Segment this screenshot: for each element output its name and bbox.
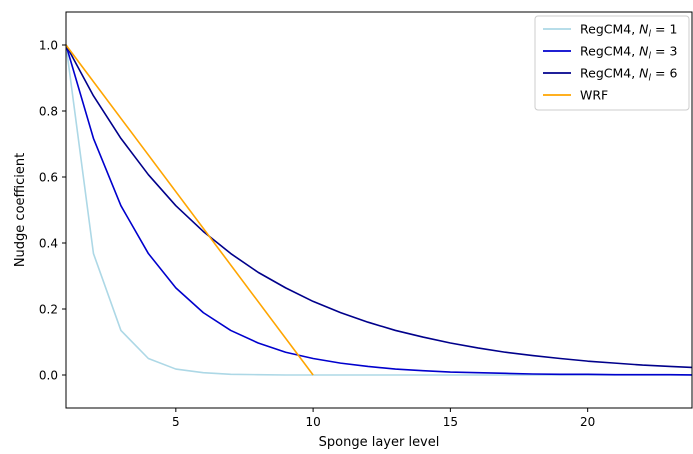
x-axis-label: Sponge layer level — [319, 435, 440, 450]
series-line-3 — [66, 44, 692, 369]
x-tick-label: 15 — [443, 415, 458, 429]
y-axis-ticks: 0.0 0.2 0.4 0.6 0.8 1.0 — [39, 39, 66, 383]
y-tick-label: 0.4 — [39, 237, 58, 251]
legend-entry: WRF — [580, 88, 608, 103]
series-line-4 — [66, 44, 314, 376]
legend-entry: RegCM4, Nl = 3 — [580, 44, 677, 62]
x-tick-label: 5 — [172, 415, 180, 429]
legend: RegCM4, Nl = 1 RegCM4, Nl = 3 RegCM4, Nl =… — [534, 15, 690, 111]
x-tick-label: 20 — [580, 415, 595, 429]
axes-frame — [65, 11, 693, 409]
y-tick-label: 0.6 — [39, 171, 58, 185]
series-line-2 — [66, 44, 692, 376]
y-tick-label: 0.0 — [39, 369, 58, 383]
legend-entry: RegCM4, Nl = 6 — [580, 66, 677, 84]
y-tick-label: 0.8 — [39, 105, 58, 119]
y-axis-label: Nudge coefficient — [13, 153, 28, 267]
y-tick-label: 1.0 — [39, 39, 58, 53]
plot-area — [66, 44, 692, 376]
legend-box — [534, 15, 690, 111]
x-tick-label: 10 — [305, 415, 320, 429]
x-axis-ticks: 5 10 15 20 — [172, 408, 595, 429]
legend-entry: RegCM4, Nl = 1 — [580, 22, 677, 40]
y-tick-label: 0.2 — [39, 303, 58, 317]
